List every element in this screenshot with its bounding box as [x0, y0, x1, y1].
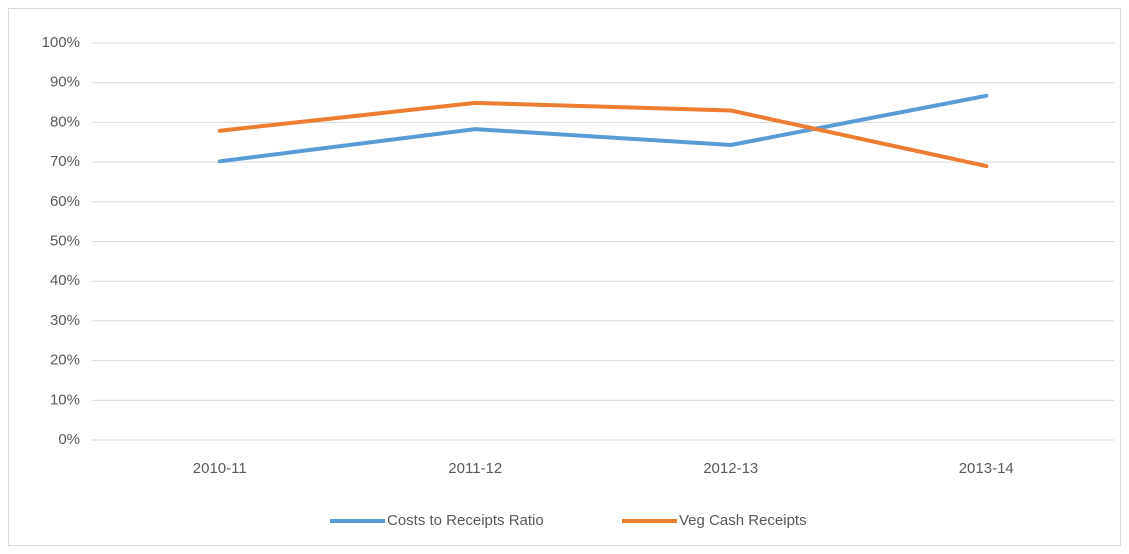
y-tick-label: 60%	[50, 193, 80, 210]
y-tick-label: 40%	[50, 272, 80, 289]
y-tick-label: 70%	[50, 153, 80, 170]
series-line	[217, 100, 989, 169]
y-tick-label: 50%	[50, 232, 80, 249]
x-tick-label: 2013-14	[959, 460, 1014, 477]
legend-label: Veg Cash Receipts	[679, 512, 807, 529]
series-line	[217, 93, 989, 164]
y-tick-label: 80%	[50, 113, 80, 130]
y-tick-label: 100%	[42, 34, 80, 51]
y-tick-label: 90%	[50, 74, 80, 91]
chart-border	[8, 8, 1121, 546]
y-tick-label: 10%	[50, 391, 80, 408]
x-tick-label: 2010-11	[193, 460, 247, 477]
legend-label: Costs to Receipts Ratio	[387, 512, 544, 529]
x-tick-label: 2012-13	[703, 460, 758, 477]
y-tick-label: 0%	[58, 431, 80, 448]
x-tick-label: 2011-12	[448, 460, 502, 477]
y-tick-label: 20%	[50, 352, 80, 369]
y-tick-label: 30%	[50, 312, 80, 329]
